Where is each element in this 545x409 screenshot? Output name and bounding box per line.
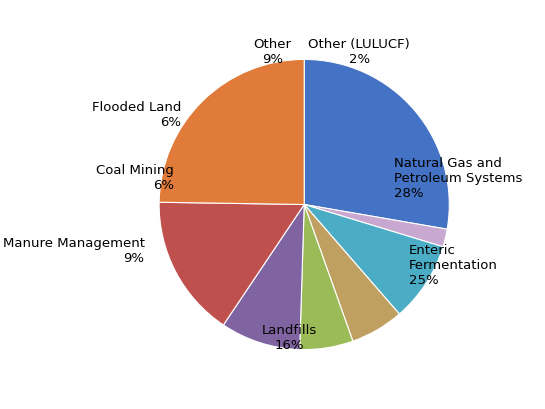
- Text: Other
9%: Other 9%: [253, 38, 291, 66]
- Text: Manure Management
9%: Manure Management 9%: [3, 237, 144, 265]
- Wedge shape: [159, 202, 304, 325]
- Wedge shape: [304, 204, 399, 341]
- Wedge shape: [300, 204, 353, 350]
- Text: Landfills
16%: Landfills 16%: [262, 324, 317, 352]
- Wedge shape: [304, 59, 449, 229]
- Wedge shape: [223, 204, 304, 350]
- Wedge shape: [159, 59, 304, 204]
- Text: Enteric
Fermentation
25%: Enteric Fermentation 25%: [409, 244, 498, 287]
- Wedge shape: [304, 204, 447, 247]
- Text: Coal Mining
6%: Coal Mining 6%: [96, 164, 174, 192]
- Wedge shape: [304, 204, 443, 314]
- Text: Other (LULUCF)
2%: Other (LULUCF) 2%: [308, 38, 410, 66]
- Text: Natural Gas and
Petroleum Systems
28%: Natural Gas and Petroleum Systems 28%: [394, 157, 523, 200]
- Text: Flooded Land
6%: Flooded Land 6%: [92, 101, 181, 128]
